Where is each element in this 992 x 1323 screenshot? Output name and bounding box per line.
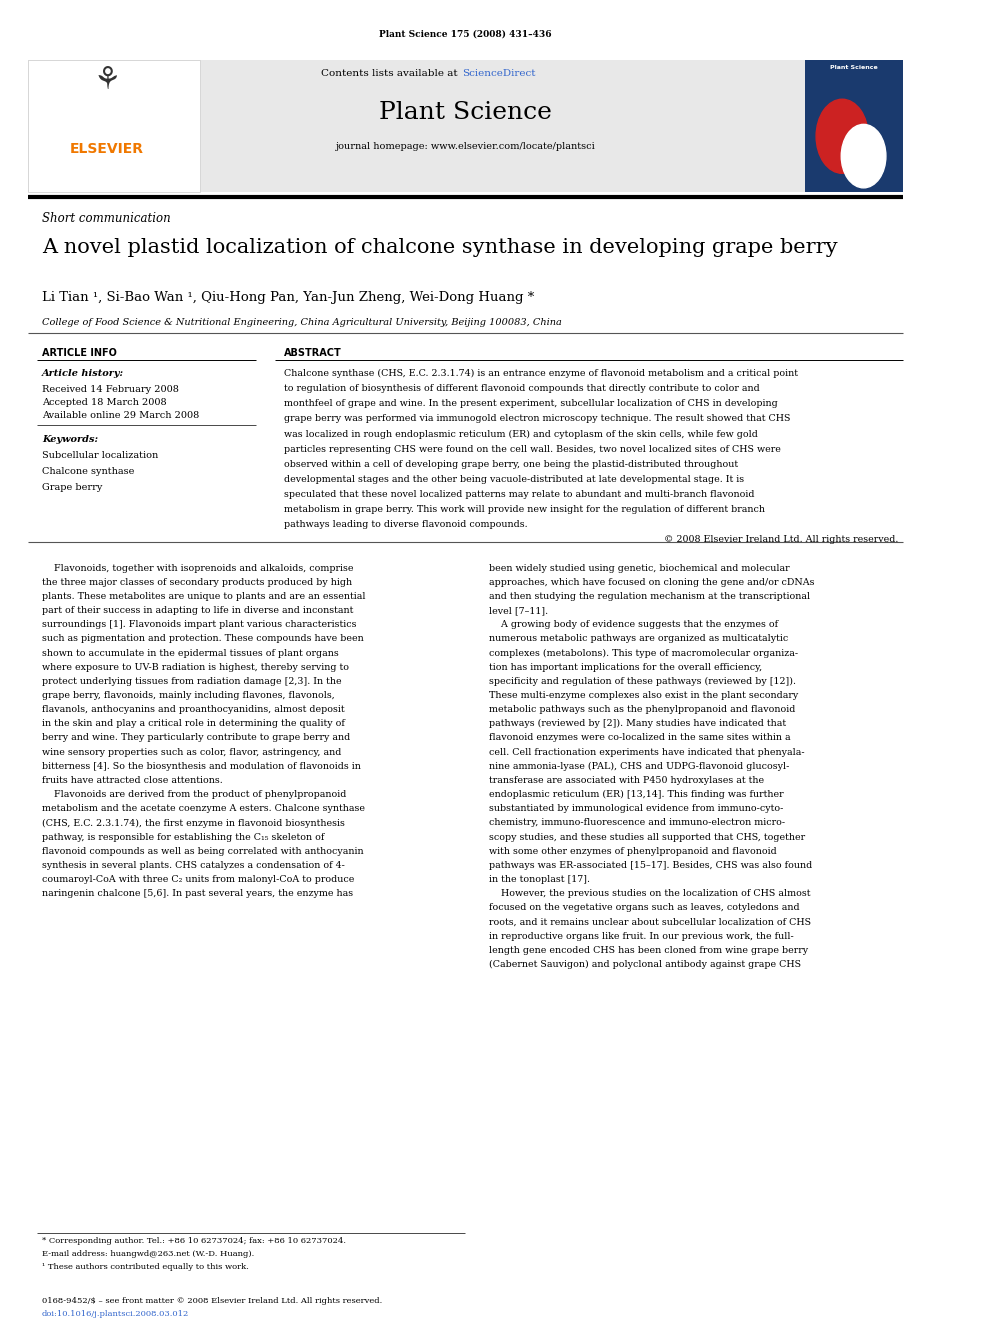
Text: flavonoid enzymes were co-localized in the same sites within a: flavonoid enzymes were co-localized in t… [488, 733, 791, 742]
Text: grape berry was performed via immunogold electron microscopy technique. The resu: grape berry was performed via immunogold… [284, 414, 791, 423]
Text: A growing body of evidence suggests that the enzymes of: A growing body of evidence suggests that… [488, 620, 778, 630]
Text: specificity and regulation of these pathways (reviewed by [12]).: specificity and regulation of these path… [488, 677, 796, 685]
Circle shape [841, 124, 886, 188]
Text: (Cabernet Sauvigon) and polyclonal antibody against grape CHS: (Cabernet Sauvigon) and polyclonal antib… [488, 960, 801, 968]
Text: to regulation of biosynthesis of different flavonoid compounds that directly con: to regulation of biosynthesis of differe… [284, 384, 760, 393]
Text: chemistry, immuno-fluorescence and immuno-electron micro-: chemistry, immuno-fluorescence and immun… [488, 819, 785, 827]
FancyBboxPatch shape [28, 60, 903, 192]
Text: ELSEVIER: ELSEVIER [70, 142, 144, 156]
Text: ¹ These authors contributed equally to this work.: ¹ These authors contributed equally to t… [42, 1263, 249, 1271]
Text: length gene encoded CHS has been cloned from wine grape berry: length gene encoded CHS has been cloned … [488, 946, 807, 955]
FancyBboxPatch shape [28, 60, 200, 192]
Text: observed within a cell of developing grape berry, one being the plastid-distribu: observed within a cell of developing gra… [284, 459, 738, 468]
Text: monthfeel of grape and wine. In the present experiment, subcellular localization: monthfeel of grape and wine. In the pres… [284, 400, 778, 409]
Text: Chalcone synthase: Chalcone synthase [42, 467, 134, 476]
Text: ⚘: ⚘ [93, 66, 121, 95]
Text: College of Food Science & Nutritional Engineering, China Agricultural University: College of Food Science & Nutritional En… [42, 318, 561, 327]
Text: © 2008 Elsevier Ireland Ltd. All rights reserved.: © 2008 Elsevier Ireland Ltd. All rights … [664, 534, 898, 544]
Text: ScienceDirect: ScienceDirect [462, 69, 536, 78]
Text: transferase are associated with P450 hydroxylases at the: transferase are associated with P450 hyd… [488, 775, 764, 785]
Text: and then studying the regulation mechanism at the transcriptional: and then studying the regulation mechani… [488, 591, 809, 601]
Text: the three major classes of secondary products produced by high: the three major classes of secondary pro… [42, 578, 352, 587]
Text: pathways leading to diverse flavonoid compounds.: pathways leading to diverse flavonoid co… [284, 520, 528, 529]
FancyBboxPatch shape [805, 60, 903, 192]
Text: ARTICLE INFO: ARTICLE INFO [42, 348, 117, 359]
Text: speculated that these novel localized patterns may relate to abundant and multi-: speculated that these novel localized pa… [284, 490, 754, 499]
Text: plants. These metabolites are unique to plants and are an essential: plants. These metabolites are unique to … [42, 591, 365, 601]
Text: Accepted 18 March 2008: Accepted 18 March 2008 [42, 398, 167, 407]
Text: (CHS, E.C. 2.3.1.74), the first enzyme in flavonoid biosynthesis: (CHS, E.C. 2.3.1.74), the first enzyme i… [42, 819, 345, 827]
Text: fruits have attracted close attentions.: fruits have attracted close attentions. [42, 775, 222, 785]
Text: level [7–11].: level [7–11]. [488, 606, 548, 615]
Text: Received 14 February 2008: Received 14 February 2008 [42, 385, 179, 394]
Text: naringenin chalcone [5,6]. In past several years, the enzyme has: naringenin chalcone [5,6]. In past sever… [42, 889, 353, 898]
Text: surroundings [1]. Flavonoids impart plant various characteristics: surroundings [1]. Flavonoids impart plan… [42, 620, 356, 630]
Text: pathways (reviewed by [2]). Many studies have indicated that: pathways (reviewed by [2]). Many studies… [488, 720, 786, 729]
Text: been widely studied using genetic, biochemical and molecular: been widely studied using genetic, bioch… [488, 564, 790, 573]
Text: shown to accumulate in the epidermal tissues of plant organs: shown to accumulate in the epidermal tis… [42, 648, 338, 658]
Text: E-mail address: huangwd@263.net (W.-D. Huang).: E-mail address: huangwd@263.net (W.-D. H… [42, 1250, 254, 1258]
Text: berry and wine. They particularly contribute to grape berry and: berry and wine. They particularly contri… [42, 733, 350, 742]
Circle shape [816, 99, 868, 173]
Text: Plant Science: Plant Science [379, 101, 552, 123]
Text: grape berry, flavonoids, mainly including flavones, flavonols,: grape berry, flavonoids, mainly includin… [42, 691, 334, 700]
Text: tion has important implications for the overall efficiency,: tion has important implications for the … [488, 663, 762, 672]
Text: endoplasmic reticulum (ER) [13,14]. This finding was further: endoplasmic reticulum (ER) [13,14]. This… [488, 790, 783, 799]
Text: scopy studies, and these studies all supported that CHS, together: scopy studies, and these studies all sup… [488, 832, 805, 841]
Text: metabolism and the acetate coenzyme A esters. Chalcone synthase: metabolism and the acetate coenzyme A es… [42, 804, 365, 814]
Text: Subcellular localization: Subcellular localization [42, 451, 158, 460]
Text: Flavonoids, together with isoprenoids and alkaloids, comprise: Flavonoids, together with isoprenoids an… [42, 564, 353, 573]
Text: Article history:: Article history: [42, 369, 124, 378]
Text: developmental stages and the other being vacuole-distributed at late development: developmental stages and the other being… [284, 475, 744, 484]
Text: Contents lists available at: Contents lists available at [320, 69, 460, 78]
Text: approaches, which have focused on cloning the gene and/or cDNAs: approaches, which have focused on clonin… [488, 578, 814, 587]
Text: Chalcone synthase (CHS, E.C. 2.3.1.74) is an entrance enzyme of flavonoid metabo: Chalcone synthase (CHS, E.C. 2.3.1.74) i… [284, 369, 798, 378]
Text: metabolic pathways such as the phenylpropanoid and flavonoid: metabolic pathways such as the phenylpro… [488, 705, 795, 714]
Text: Li Tian ¹, Si-Bao Wan ¹, Qiu-Hong Pan, Yan-Jun Zheng, Wei-Dong Huang *: Li Tian ¹, Si-Bao Wan ¹, Qiu-Hong Pan, Y… [42, 291, 534, 304]
Text: such as pigmentation and protection. These compounds have been: such as pigmentation and protection. The… [42, 635, 364, 643]
Text: in reproductive organs like fruit. In our previous work, the full-: in reproductive organs like fruit. In ou… [488, 931, 794, 941]
Text: part of their success in adapting to life in diverse and inconstant: part of their success in adapting to lif… [42, 606, 353, 615]
Text: with some other enzymes of phenylpropanoid and flavonoid: with some other enzymes of phenylpropano… [488, 847, 777, 856]
Text: ABSTRACT: ABSTRACT [284, 348, 341, 359]
Text: substantiated by immunological evidence from immuno-cyto-: substantiated by immunological evidence … [488, 804, 783, 814]
Text: flavanols, anthocyanins and proanthocyanidins, almost deposit: flavanols, anthocyanins and proanthocyan… [42, 705, 344, 714]
Text: roots, and it remains unclear about subcellular localization of CHS: roots, and it remains unclear about subc… [488, 918, 810, 926]
Text: where exposure to UV-B radiation is highest, thereby serving to: where exposure to UV-B radiation is high… [42, 663, 349, 672]
Text: pathways was ER-associated [15–17]. Besides, CHS was also found: pathways was ER-associated [15–17]. Besi… [488, 861, 811, 871]
Text: focused on the vegetative organs such as leaves, cotyledons and: focused on the vegetative organs such as… [488, 904, 800, 913]
Text: A novel plastid localization of chalcone synthase in developing grape berry: A novel plastid localization of chalcone… [42, 238, 837, 257]
Text: journal homepage: www.elsevier.com/locate/plantsci: journal homepage: www.elsevier.com/locat… [335, 142, 595, 151]
Text: particles representing CHS were found on the cell wall. Besides, two novel local: particles representing CHS were found on… [284, 445, 781, 454]
Text: pathway, is responsible for establishing the C₁₅ skeleton of: pathway, is responsible for establishing… [42, 832, 324, 841]
Text: bitterness [4]. So the biosynthesis and modulation of flavonoids in: bitterness [4]. So the biosynthesis and … [42, 762, 361, 771]
Text: Plant Science 175 (2008) 431–436: Plant Science 175 (2008) 431–436 [379, 29, 552, 38]
Text: complexes (metabolons). This type of macromolecular organiza-: complexes (metabolons). This type of mac… [488, 648, 798, 658]
Text: was localized in rough endoplasmic reticulum (ER) and cytoplasm of the skin cell: was localized in rough endoplasmic retic… [284, 430, 758, 438]
Text: synthesis in several plants. CHS catalyzes a condensation of 4-: synthesis in several plants. CHS catalyz… [42, 861, 345, 871]
Text: in the tonoplast [17].: in the tonoplast [17]. [488, 875, 589, 884]
Text: metabolism in grape berry. This work will provide new insight for the regulation: metabolism in grape berry. This work wil… [284, 505, 765, 513]
Text: Keywords:: Keywords: [42, 435, 98, 445]
Text: wine sensory properties such as color, flavor, astringency, and: wine sensory properties such as color, f… [42, 747, 341, 757]
Text: Plant Science: Plant Science [830, 65, 878, 70]
Text: coumaroyl-CoA with three C₂ units from malonyl-CoA to produce: coumaroyl-CoA with three C₂ units from m… [42, 875, 354, 884]
Text: Grape berry: Grape berry [42, 483, 102, 492]
Text: flavonoid compounds as well as being correlated with anthocyanin: flavonoid compounds as well as being cor… [42, 847, 363, 856]
Text: protect underlying tissues from radiation damage [2,3]. In the: protect underlying tissues from radiatio… [42, 677, 341, 685]
Text: doi:10.1016/j.plantsci.2008.03.012: doi:10.1016/j.plantsci.2008.03.012 [42, 1310, 189, 1318]
Text: However, the previous studies on the localization of CHS almost: However, the previous studies on the loc… [488, 889, 810, 898]
Text: nine ammonia-lyase (PAL), CHS and UDPG-flavonoid glucosyl-: nine ammonia-lyase (PAL), CHS and UDPG-f… [488, 762, 789, 771]
Text: Available online 29 March 2008: Available online 29 March 2008 [42, 411, 199, 421]
Text: cell. Cell fractionation experiments have indicated that phenyala-: cell. Cell fractionation experiments hav… [488, 747, 805, 757]
Text: 0168-9452/$ – see front matter © 2008 Elsevier Ireland Ltd. All rights reserved.: 0168-9452/$ – see front matter © 2008 El… [42, 1297, 382, 1304]
Text: Short communication: Short communication [42, 212, 171, 225]
Text: These multi-enzyme complexes also exist in the plant secondary: These multi-enzyme complexes also exist … [488, 691, 798, 700]
Text: numerous metabolic pathways are organized as multicatalytic: numerous metabolic pathways are organize… [488, 635, 788, 643]
Text: * Corresponding author. Tel.: +86 10 62737024; fax: +86 10 62737024.: * Corresponding author. Tel.: +86 10 627… [42, 1237, 346, 1245]
Text: Flavonoids are derived from the product of phenylpropanoid: Flavonoids are derived from the product … [42, 790, 346, 799]
Text: in the skin and play a critical role in determining the quality of: in the skin and play a critical role in … [42, 720, 345, 729]
